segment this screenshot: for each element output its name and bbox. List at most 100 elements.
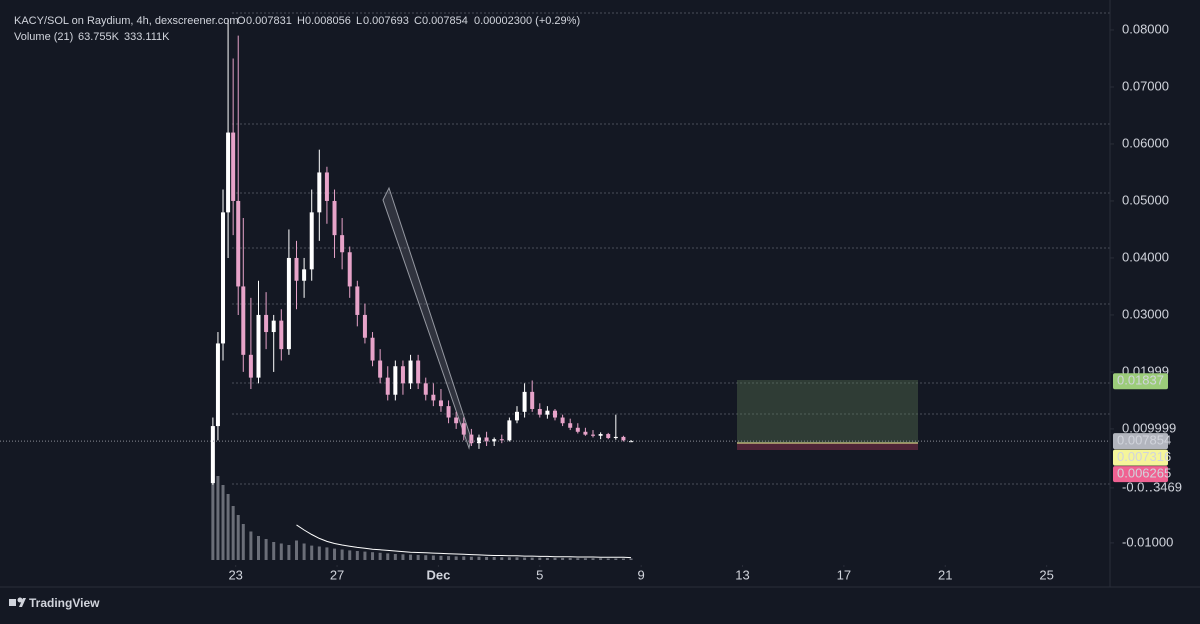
volume-bar [221,485,225,560]
plot [0,18,1110,560]
candle-body [347,252,352,287]
volume-bar [485,557,489,560]
h-label: H [297,15,305,27]
profit-zone [737,380,918,443]
close: 0.007854 [422,15,468,27]
x-tick-label: 25 [1039,567,1053,582]
volume-bar [231,506,235,560]
price-tag-label: 0.01837 [1117,373,1164,388]
logo [9,597,26,607]
candle-body [324,172,329,201]
candle-body [271,320,276,333]
volume-bar [606,558,610,560]
candle-body [286,257,291,350]
y-tick-label: 0.07000 [1122,78,1169,93]
volume-bar [469,556,473,560]
volume-bar [287,545,291,560]
candle-body [621,436,626,441]
volume-bar [371,552,375,560]
volume-bar [279,543,283,560]
volume-bar [568,557,572,560]
volume-bar [355,551,359,560]
candle-body [231,132,236,201]
candle-body [568,423,573,428]
l-label: L [356,15,362,27]
candle-body [492,439,497,442]
volume-bar [211,470,215,560]
candle-body [530,391,535,409]
volume-bar [409,554,413,560]
volume-bar [249,531,253,560]
candle-body [591,434,596,436]
x-tick-label: 27 [330,567,344,582]
volume-bar [545,557,549,560]
y-tick-label: 0.08000 [1122,21,1169,36]
volume-ma-line [296,524,632,559]
volume-bar [378,552,382,560]
volume-bar [583,558,587,560]
candle-body [537,408,542,415]
volume-bar [363,551,367,560]
price-tag [1113,433,1168,450]
candle-body [393,366,398,395]
volume-bar [591,558,595,560]
volume-bar [614,558,618,560]
y-tick-label: 0.009999 [1122,420,1176,435]
candle-body [256,314,261,378]
price-tag [1113,466,1168,483]
brand: TradingView [29,596,100,610]
candle-body [454,417,459,424]
volume-bar [462,556,466,560]
volume-bar [310,545,314,560]
volume-bar [264,539,268,560]
volume-bar [439,555,443,560]
price-tag [1113,449,1168,466]
candle-body [499,439,504,441]
candle-body [226,132,231,213]
x-tick-label: 5 [536,567,543,582]
candle-body [507,420,512,441]
candle-body [221,212,226,344]
candle-body [400,366,405,384]
candle-body [294,257,299,281]
candle-body [210,426,215,484]
candle-body [469,434,474,444]
candle-body [431,394,436,401]
y-tick-label: 0.05000 [1122,192,1169,207]
volume-bar [523,557,527,560]
volume-bar [515,557,519,560]
volume-bar [416,554,420,560]
candle-body [370,337,375,361]
volume-ma: 333.111K [124,31,170,43]
x-tick-label: 21 [938,567,952,582]
candle-body [606,434,611,439]
candle-body [438,400,443,407]
volume-label: Volume (21) [14,31,73,43]
volume-bar [295,540,299,560]
price-tag-label: 0.007854 [1117,433,1171,448]
volume-bar [386,553,390,560]
volume-bar [477,556,481,560]
volume-bar [272,542,276,560]
volume-bar [447,556,451,560]
candle-body [264,314,269,333]
volume-bar [621,558,625,560]
volume-bar [507,557,511,560]
volume-bar [492,557,496,560]
candle-body [484,437,489,442]
low: 0.007693 [363,15,409,27]
volume-bar [561,557,565,560]
x-tick-label: 9 [638,567,645,582]
candle-body [236,200,241,287]
volume-bar [348,550,352,560]
volume-bar [317,546,321,560]
candle-body [332,200,337,236]
candle-body [575,427,580,432]
volume-bar [576,558,580,560]
volume-bar [424,555,428,560]
logo-mark [17,597,23,603]
candle-body [476,437,481,444]
volume-bar [333,548,337,560]
open: 0.007831 [246,15,292,27]
